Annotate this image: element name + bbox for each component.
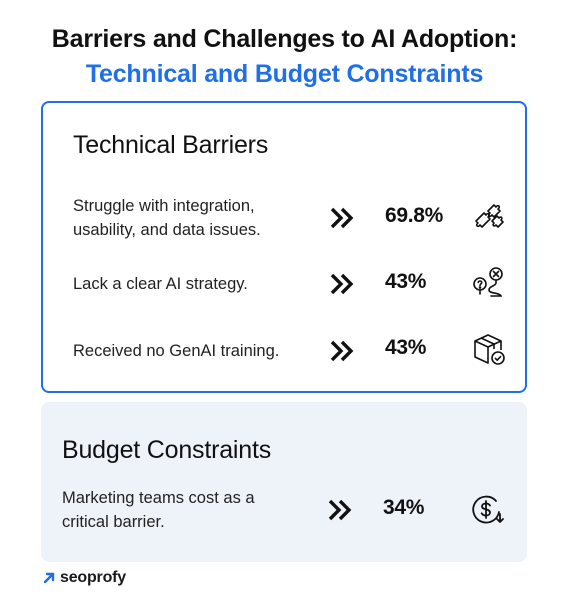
stat-value: 69.8% <box>385 204 444 227</box>
double-chevron-right-icon <box>330 340 354 362</box>
route-question-icon <box>473 267 503 297</box>
row-label: Lack a clear AI strategy. <box>73 275 248 293</box>
brand-logo: seoprofy <box>43 569 126 587</box>
technical-barriers-heading: Technical Barriers <box>73 131 269 159</box>
row-label: Struggle with integration, usability, an… <box>73 194 261 242</box>
double-chevron-right-icon <box>330 273 354 295</box>
title-line-main: Barriers and Challenges to AI Adoption: <box>51 25 518 53</box>
page-title: Barriers and Challenges to AI Adoption: … <box>0 22 569 92</box>
logo-text: seoprofy <box>60 569 126 586</box>
technical-barriers-card: Technical Barriers Struggle with integra… <box>41 101 527 393</box>
row-label-line: Marketing teams cost as a <box>62 489 255 507</box>
row-label-line: critical barrier. <box>62 513 165 531</box>
dollar-down-icon <box>472 495 504 524</box>
stat-value: 43% <box>385 336 427 359</box>
row-label: Received no GenAI training. <box>73 342 280 360</box>
row-label-line: Struggle with integration, <box>73 197 255 215</box>
title-line-accent: Technical and Budget Constraints <box>85 60 484 88</box>
row-label-line: usability, and data issues. <box>73 221 261 239</box>
double-chevron-right-icon <box>328 499 352 521</box>
arrow-up-right-icon <box>43 572 55 584</box>
double-chevron-right-icon <box>330 207 354 229</box>
budget-constraints-card: Budget Constraints Marketing teams cost … <box>41 402 527 562</box>
puzzle-icon <box>475 204 504 228</box>
row-label: Marketing teams cost as a critical barri… <box>62 486 255 534</box>
box-check-icon <box>474 334 505 365</box>
stat-value: 34% <box>383 496 425 519</box>
budget-constraints-heading: Budget Constraints <box>62 436 272 464</box>
stat-value: 43% <box>385 270 427 293</box>
